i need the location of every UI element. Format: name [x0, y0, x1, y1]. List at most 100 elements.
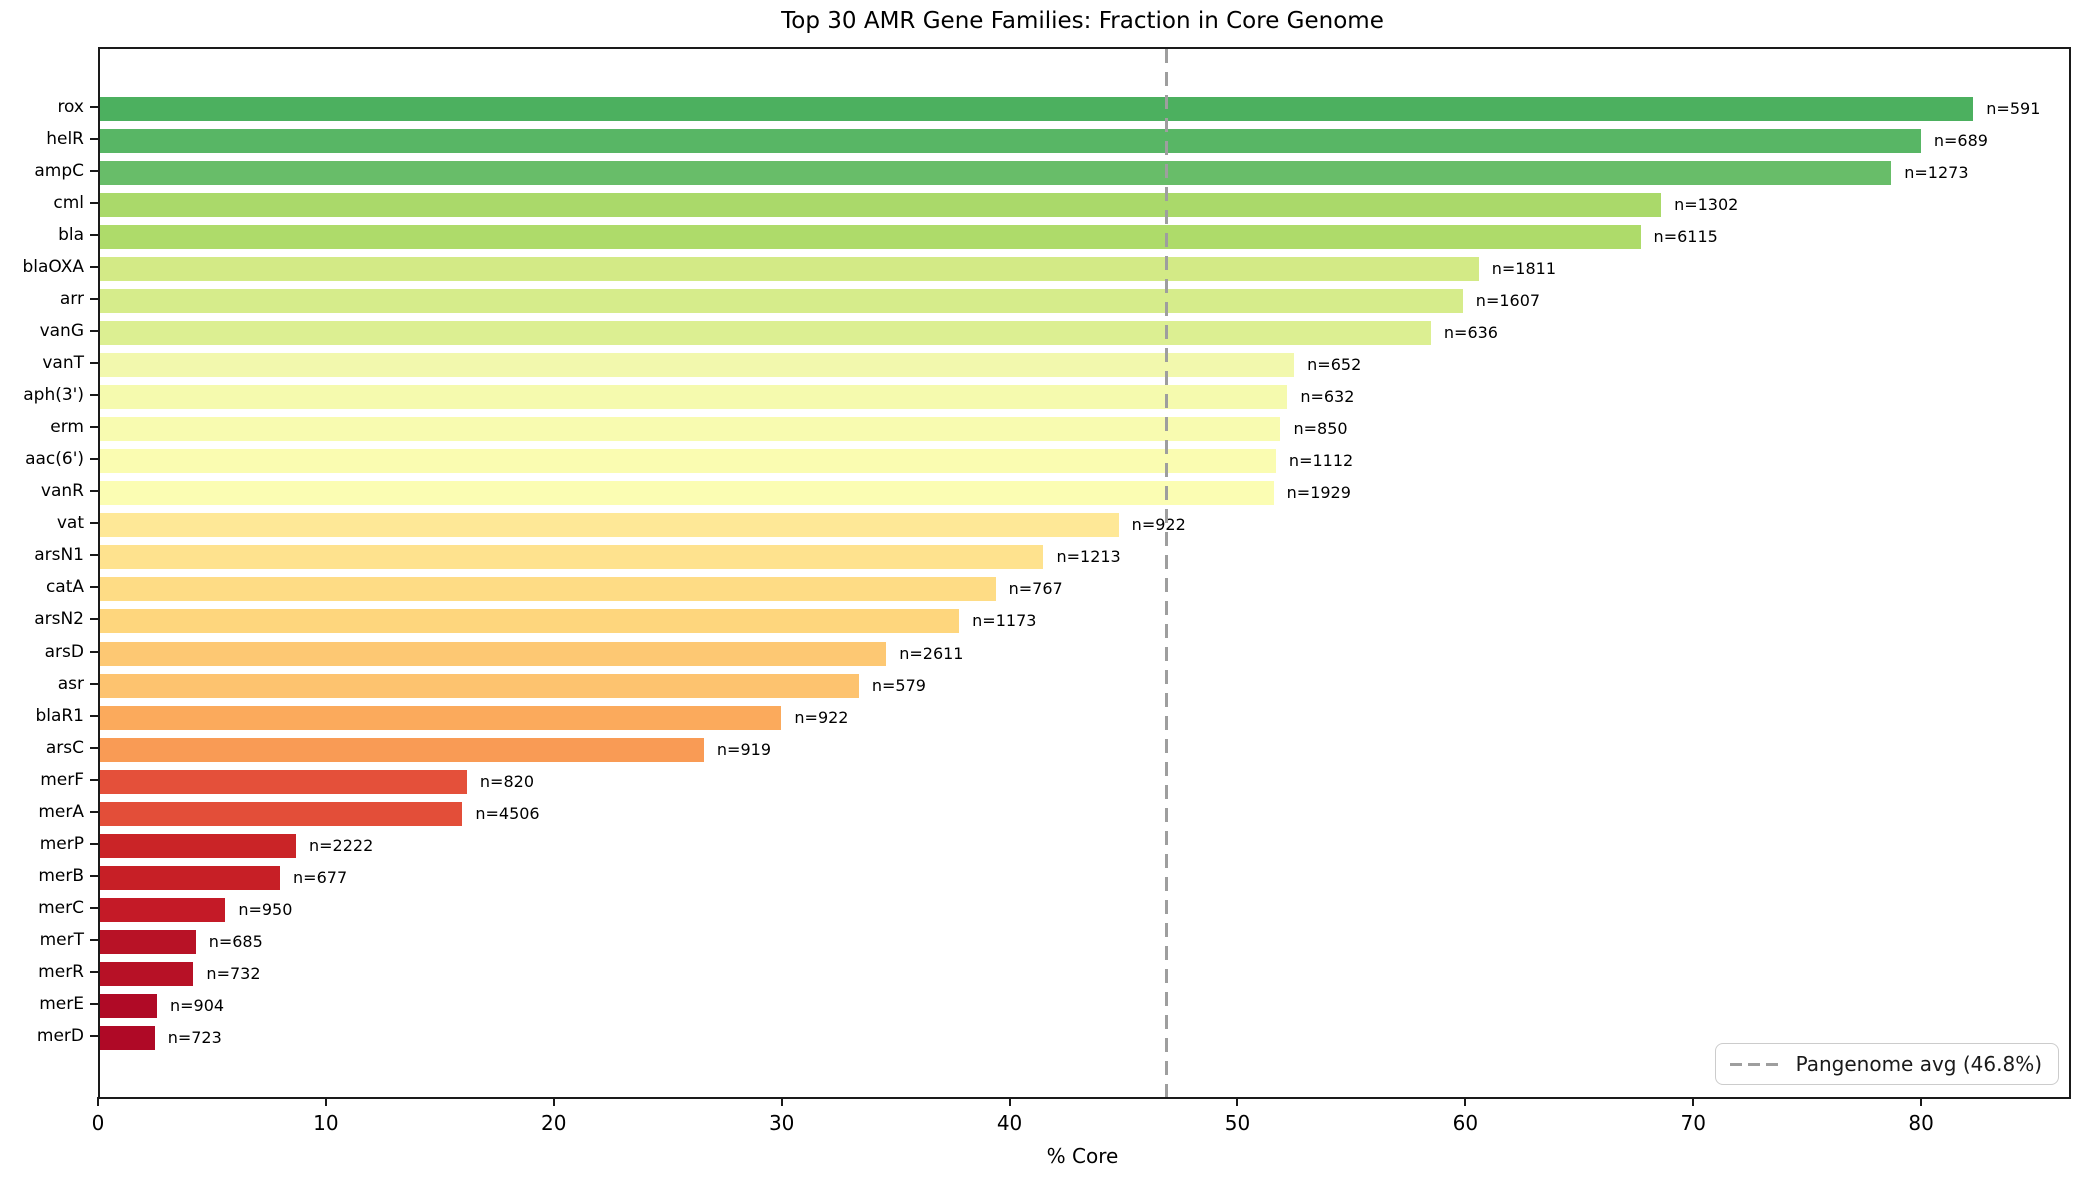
legend-label: Pangenome avg (46.8%)	[1795, 1052, 2042, 1076]
count-label-catA: n=767	[1008, 579, 1063, 599]
count-label-vat: n=922	[1131, 515, 1186, 535]
y-tick-label-arsN2: arsN2	[34, 609, 84, 630]
count-label-merF: n=820	[479, 771, 534, 791]
count-label-ampC: n=1273	[1904, 163, 1969, 183]
bar-catA	[100, 577, 996, 602]
count-label-merC: n=950	[238, 899, 293, 919]
count-label-blaOXA: n=1811	[1491, 259, 1557, 279]
count-label-rox: n=591	[1986, 99, 2041, 118]
y-tick-mark	[90, 522, 98, 525]
y-tick-label-arsC: arsC	[45, 737, 84, 758]
count-label-aph(3'): n=632	[1300, 387, 1355, 407]
bar-vanG	[100, 321, 1431, 346]
count-label-blaR1: n=922	[794, 707, 849, 727]
pangenome-avg-reference-line	[1165, 49, 1169, 1097]
y-tick-label-asr: asr	[57, 673, 84, 694]
count-label-cml: n=1302	[1674, 195, 1739, 215]
bar-ampC	[100, 161, 1892, 186]
y-tick-mark	[90, 106, 98, 108]
bar-asr	[100, 673, 859, 698]
y-tick-label-rox: rox	[57, 97, 84, 117]
y-tick-mark	[90, 330, 98, 333]
y-tick-mark	[90, 298, 98, 301]
chart-title: Top 30 AMR Gene Families: Fraction in Co…	[781, 8, 1384, 34]
y-tick-mark	[90, 170, 98, 173]
y-tick-mark	[90, 234, 98, 237]
count-label-erm: n=850	[1293, 419, 1348, 439]
x-tick-label-30: 30	[768, 1111, 795, 1135]
y-tick-label-arr: arr	[59, 289, 84, 310]
y-tick-mark	[90, 970, 98, 973]
legend-dashed-line-icon	[1729, 1062, 1778, 1066]
x-tick-label-50: 50	[1224, 1111, 1251, 1135]
bar-merR	[100, 961, 194, 986]
bar-merA	[100, 801, 463, 826]
x-tick-mark	[780, 1097, 783, 1106]
bar-merT	[100, 929, 196, 954]
x-tick-mark	[1236, 1097, 1239, 1106]
x-tick-label-80: 80	[1908, 1111, 1934, 1135]
y-tick-mark	[90, 138, 98, 141]
y-tick-label-merA: merA	[38, 801, 84, 822]
y-tick-mark	[90, 458, 98, 461]
y-tick-mark	[90, 362, 98, 365]
x-axis-label: % Core	[1046, 1144, 1119, 1168]
y-tick-mark	[90, 490, 98, 493]
plot-area: n=591 n=689 n=1273 n=1302 n=6115 n=1811 n=1607…	[98, 47, 2071, 1099]
y-tick-label-merD: merD	[36, 1025, 84, 1046]
y-tick-mark	[90, 682, 98, 685]
bar-merF	[100, 769, 467, 794]
x-tick-label-0: 0	[91, 1111, 105, 1135]
y-tick-label-erm: erm	[50, 417, 84, 438]
bar-merB	[100, 865, 281, 890]
count-label-arsN2: n=1173	[972, 611, 1037, 631]
count-label-merA: n=4506	[475, 803, 540, 823]
y-tick-mark	[90, 906, 98, 909]
y-tick-label-vanR: vanR	[40, 481, 84, 502]
count-label-arr: n=1607	[1475, 291, 1541, 311]
x-tick-mark	[324, 1097, 327, 1106]
y-tick-mark	[90, 586, 98, 589]
x-tick-label-60: 60	[1452, 1111, 1479, 1135]
y-tick-label-merB: merB	[38, 865, 84, 886]
bar-aac(6')	[100, 449, 1276, 474]
y-tick-label-merC: merC	[38, 897, 84, 918]
bar-cml	[100, 193, 1662, 218]
y-tick-mark	[90, 874, 98, 877]
count-label-vanT: n=652	[1307, 355, 1362, 375]
bar-rox	[100, 97, 1974, 121]
y-tick-label-blaR1: blaR1	[35, 705, 84, 726]
y-tick-mark	[90, 778, 98, 781]
count-label-aac(6'): n=1112	[1288, 451, 1354, 471]
y-tick-mark	[90, 714, 98, 717]
y-tick-label-bla: bla	[58, 225, 84, 246]
bar-blaR1	[100, 705, 782, 730]
y-tick-label-aph(3'): aph(3')	[23, 385, 84, 406]
y-tick-mark	[90, 202, 98, 205]
count-label-merP: n=2222	[308, 835, 374, 855]
y-tick-label-aac(6'): aac(6')	[25, 449, 84, 470]
count-label-arsD: n=2611	[899, 643, 964, 663]
y-tick-mark	[90, 810, 98, 813]
count-label-merE: n=904	[169, 995, 225, 1015]
count-label-asr: n=579	[871, 675, 926, 695]
bar-helR	[100, 129, 1921, 154]
x-tick-mark	[1464, 1097, 1467, 1106]
count-label-arsN1: n=1213	[1056, 547, 1121, 567]
bar-vanT	[100, 353, 1295, 378]
bar-bla	[100, 225, 1641, 250]
count-label-merR: n=732	[206, 963, 261, 983]
x-tick-label-40: 40	[996, 1111, 1023, 1135]
x-tick-mark	[97, 1097, 99, 1106]
x-tick-mark	[1008, 1097, 1011, 1106]
y-tick-label-vanT: vanT	[42, 353, 84, 374]
y-tick-label-catA: catA	[45, 577, 84, 598]
y-tick-mark	[90, 938, 98, 941]
count-label-merD: n=723	[167, 1027, 222, 1047]
bar-arsN2	[100, 609, 960, 634]
y-tick-label-arsD: arsD	[44, 641, 84, 662]
y-tick-label-merE: merE	[39, 993, 84, 1014]
bar-blaOXA	[100, 257, 1479, 282]
y-tick-mark	[90, 394, 98, 397]
